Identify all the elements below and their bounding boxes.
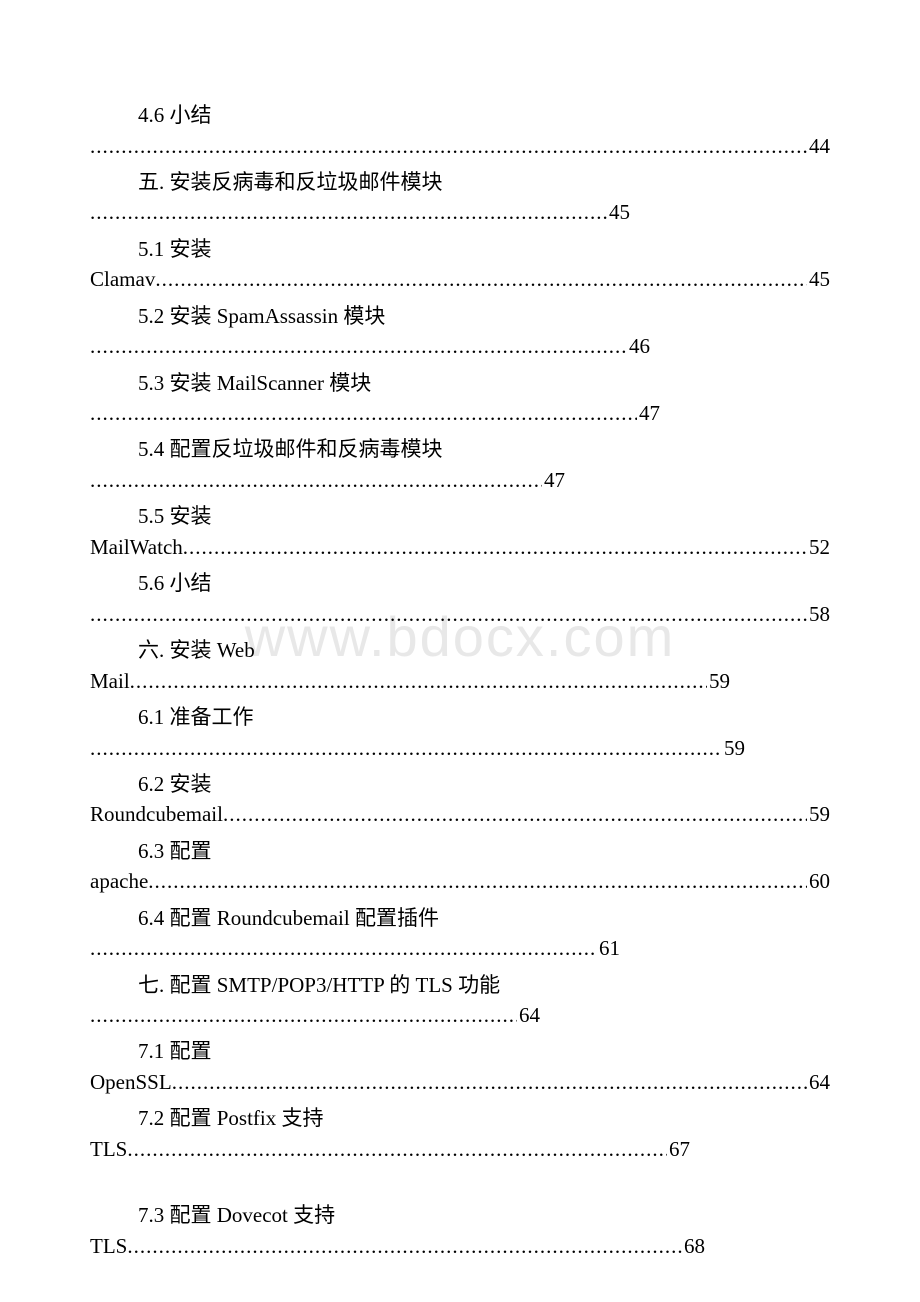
toc-entry: 七. 配置 SMTP/POP3/HTTP 的 TLS 功能...........… [90, 970, 830, 1031]
toc-entry-leader-line: ........................................… [90, 600, 830, 629]
toc-entry: 6.2 安装Roundcubemail.....................… [90, 769, 830, 830]
toc-entry-leader-line: TLS.....................................… [90, 1232, 830, 1261]
toc-entry-page: 52 [807, 533, 830, 562]
toc-entry-leader-line: apache..................................… [90, 867, 830, 896]
toc-entry-page: 44 [807, 132, 830, 161]
toc-entry-leader-line: MailWatch...............................… [90, 533, 830, 562]
toc-entry-prefix: OpenSSL [90, 1068, 172, 1097]
toc-entry-page: 59 [722, 734, 745, 763]
toc-entry: 5.3 安装 MailScanner 模块...................… [90, 368, 830, 429]
toc-entry-leader-line: Roundcubemail...........................… [90, 800, 830, 829]
toc-entry-title: 7.1 配置 [90, 1036, 830, 1068]
toc-entry-title: 七. 配置 SMTP/POP3/HTTP 的 TLS 功能 [90, 970, 830, 1002]
toc-entry: 7.1 配置OpenSSL...........................… [90, 1036, 830, 1097]
toc-entry: 5.4 配置反垃圾邮件和反病毒模块.......................… [90, 434, 830, 495]
toc-entry-dots: ........................................… [90, 466, 542, 495]
toc-entry-title: 六. 安装 Web [90, 635, 830, 667]
toc-entry-dots: ........................................… [127, 1135, 667, 1164]
toc-entry-dots: ........................................… [90, 734, 722, 763]
toc-entry-prefix: Mail [90, 667, 130, 696]
toc-entry-dots: ........................................… [183, 533, 807, 562]
toc-entry-leader-line: ........................................… [90, 734, 830, 763]
toc-entry-dots: ........................................… [90, 934, 597, 963]
toc-entry: 6.1 准备工作................................… [90, 702, 830, 763]
table-of-contents: 4.6 小结..................................… [90, 100, 830, 1261]
toc-entry-dots: ........................................… [90, 198, 607, 227]
toc-entry-title: 5.1 安装 [90, 234, 830, 266]
toc-entry: 5.1 安装Clamav............................… [90, 234, 830, 295]
toc-entry-title: 6.3 配置 [90, 836, 830, 868]
toc-entry-title: 五. 安装反病毒和反垃圾邮件模块 [90, 167, 830, 199]
toc-entry-prefix: apache [90, 867, 148, 896]
toc-entry: 五. 安装反病毒和反垃圾邮件模块........................… [90, 167, 830, 228]
toc-entry-page: 61 [597, 934, 620, 963]
toc-entry-page: 47 [542, 466, 565, 495]
toc-entry-title: 5.4 配置反垃圾邮件和反病毒模块 [90, 434, 830, 466]
toc-entry-page: 59 [707, 667, 730, 696]
toc-entry: 7.3 配置 Dovecot 支持TLS....................… [90, 1200, 830, 1261]
toc-entry-title: 5.5 安装 [90, 501, 830, 533]
toc-entry-page: 58 [807, 600, 830, 629]
toc-entry-page: 68 [682, 1232, 705, 1261]
toc-entry: 六. 安装 WebMail...........................… [90, 635, 830, 696]
toc-entry-prefix: Clamav [90, 265, 155, 294]
toc-entry-leader-line: ........................................… [90, 132, 830, 161]
toc-entry-title: 4.6 小结 [90, 100, 830, 132]
toc-entry-dots: ........................................… [223, 800, 807, 829]
toc-entry-dots: ........................................… [90, 1001, 517, 1030]
toc-entry-dots: ........................................… [130, 667, 707, 696]
toc-entry-leader-line: ........................................… [90, 934, 830, 963]
toc-entry-dots: ........................................… [172, 1068, 807, 1097]
toc-entry-leader-line: ........................................… [90, 332, 830, 361]
toc-entry-leader-line: TLS.....................................… [90, 1135, 830, 1164]
toc-entry-prefix: Roundcubemail [90, 800, 223, 829]
toc-entry-dots: ........................................… [90, 332, 627, 361]
toc-entry-page: 59 [807, 800, 830, 829]
toc-entry-dots: ........................................… [127, 1232, 682, 1261]
toc-entry-leader-line: Mail....................................… [90, 667, 830, 696]
toc-entry-leader-line: ........................................… [90, 466, 830, 495]
toc-entry-title: 7.2 配置 Postfix 支持 [90, 1103, 830, 1135]
toc-entry-title: 7.3 配置 Dovecot 支持 [90, 1200, 830, 1232]
toc-entry-dots: ........................................… [90, 132, 807, 161]
toc-entry: 5.6 小结..................................… [90, 568, 830, 629]
toc-entry-prefix: TLS [90, 1232, 127, 1261]
toc-entry-dots: ........................................… [90, 399, 637, 428]
toc-entry-prefix: TLS [90, 1135, 127, 1164]
toc-entry-leader-line: OpenSSL.................................… [90, 1068, 830, 1097]
toc-entry-title: 6.2 安装 [90, 769, 830, 801]
toc-entry-title: 6.4 配置 Roundcubemail 配置插件 [90, 903, 830, 935]
toc-entry-dots: ........................................… [155, 265, 807, 294]
toc-entry-page: 64 [807, 1068, 830, 1097]
toc-entry-leader-line: Clamav..................................… [90, 265, 830, 294]
toc-entry: 5.5 安装MailWatch.........................… [90, 501, 830, 562]
toc-entry-leader-line: ........................................… [90, 198, 830, 227]
toc-entry-leader-line: ........................................… [90, 399, 830, 428]
toc-entry-title: 5.2 安装 SpamAssassin 模块 [90, 301, 830, 333]
toc-entry-page: 46 [627, 332, 650, 361]
toc-entry-dots: ........................................… [148, 867, 807, 896]
toc-entry: 6.3 配置apache............................… [90, 836, 830, 897]
toc-entry-title: 5.6 小结 [90, 568, 830, 600]
toc-entry-page: 60 [807, 867, 830, 896]
toc-entry-prefix: MailWatch [90, 533, 183, 562]
toc-entry-leader-line: ........................................… [90, 1001, 830, 1030]
toc-entry: 6.4 配置 Roundcubemail 配置插件...............… [90, 903, 830, 964]
toc-entry-page: 64 [517, 1001, 540, 1030]
toc-entry-page: 47 [637, 399, 660, 428]
toc-entry: 7.2 配置 Postfix 支持TLS....................… [90, 1103, 830, 1164]
toc-entry-title: 5.3 安装 MailScanner 模块 [90, 368, 830, 400]
toc-entry: 5.2 安装 SpamAssassin 模块..................… [90, 301, 830, 362]
toc-entry-dots: ........................................… [90, 600, 807, 629]
toc-entry-title: 6.1 准备工作 [90, 702, 830, 734]
toc-entry-page: 45 [607, 198, 630, 227]
toc-entry-page: 67 [667, 1135, 690, 1164]
toc-entry-page: 45 [807, 265, 830, 294]
toc-entry: 4.6 小结..................................… [90, 100, 830, 161]
